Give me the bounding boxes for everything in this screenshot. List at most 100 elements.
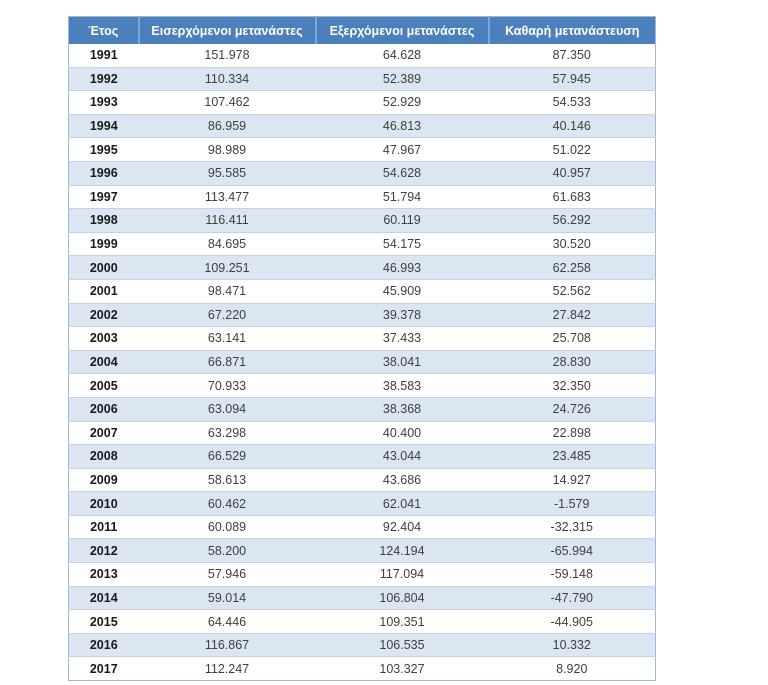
outgoing-cell: 38.368 — [315, 396, 489, 421]
incoming-cell: 63.141 — [138, 326, 316, 351]
incoming-cell: 107.462 — [138, 90, 316, 115]
incoming-cell: 66.529 — [138, 444, 316, 469]
year-cell: 1997 — [68, 184, 139, 209]
incoming-cell: 64.446 — [138, 609, 316, 634]
outgoing-cell: 62.041 — [315, 491, 489, 516]
year-cell: 2007 — [68, 420, 139, 445]
net-cell: 61.683 — [488, 184, 656, 209]
year-cell: 1996 — [68, 160, 139, 186]
incoming-cell: 63.298 — [138, 420, 316, 445]
outgoing-cell: 52.389 — [315, 66, 489, 91]
outgoing-cell: 43.686 — [315, 467, 489, 492]
incoming-cell: 95.585 — [138, 160, 316, 186]
table-row: 2005 70.933 38.583 32.350 — [68, 373, 656, 398]
year-cell: 2010 — [68, 491, 139, 516]
outgoing-cell: 106.804 — [315, 585, 489, 610]
incoming-cell: 84.695 — [138, 231, 316, 256]
incoming-cell: 113.477 — [138, 184, 316, 209]
outgoing-cell: 109.351 — [315, 609, 489, 634]
net-cell: -32.315 — [488, 514, 656, 539]
year-cell: 2004 — [68, 349, 139, 374]
incoming-cell: 109.251 — [138, 255, 316, 280]
year-cell: 2001 — [68, 278, 139, 304]
incoming-cell: 116.411 — [138, 208, 316, 233]
incoming-cell: 60.089 — [138, 514, 316, 539]
table-row: 1995 98.989 47.967 51.022 — [68, 137, 656, 162]
table-row: 2016 116.867 106.535 10.332 — [68, 632, 656, 657]
net-cell: 30.520 — [488, 231, 656, 256]
table-row: 2000 109.251 46.993 62.258 — [68, 255, 656, 280]
incoming-cell: 57.946 — [138, 562, 316, 587]
net-cell: 32.350 — [488, 373, 656, 398]
table-row: 2009 58.613 43.686 14.927 — [68, 467, 656, 492]
outgoing-cell: 52.929 — [315, 90, 489, 115]
table-row: 1993 107.462 52.929 54.533 — [68, 90, 656, 115]
year-cell: 1991 — [89, 48, 118, 63]
outgoing-cell: 117.094 — [315, 562, 489, 587]
net-cell: 57.945 — [488, 66, 656, 91]
incoming-cell: 58.613 — [138, 467, 316, 492]
table-row: 1991 151.978 64.628 87.350 — [69, 44, 656, 67]
net-cell: 56.292 — [488, 208, 656, 233]
year-cell: 1994 — [68, 113, 139, 138]
year-cell: 2002 — [68, 302, 139, 327]
incoming-cell: 151.978 — [204, 48, 250, 63]
year-cell: 2012 — [68, 538, 139, 563]
outgoing-cell: 103.327 — [315, 656, 489, 681]
incoming-cell: 67.220 — [138, 302, 316, 327]
net-cell: -1.579 — [488, 491, 656, 516]
incoming-cell: 98.989 — [138, 137, 316, 162]
incoming-cell: 112.247 — [138, 656, 316, 681]
net-cell: 27.842 — [488, 302, 656, 327]
net-cell: 28.830 — [488, 349, 656, 374]
net-cell: 22.898 — [488, 420, 656, 445]
outgoing-cell: 64.628 — [382, 48, 422, 63]
net-cell: 54.533 — [488, 90, 656, 115]
outgoing-cell: 46.993 — [315, 255, 489, 280]
table-row: 2004 66.871 38.041 28.830 — [68, 349, 656, 374]
outgoing-cell: 60.119 — [315, 208, 489, 233]
outgoing-cell: 54.175 — [315, 231, 489, 256]
outgoing-cell: 54.628 — [315, 160, 489, 186]
net-cell: 40.957 — [488, 160, 656, 186]
outgoing-cell: 43.044 — [315, 444, 489, 469]
year-cell: 2014 — [68, 585, 139, 610]
outgoing-cell: 38.041 — [315, 349, 489, 374]
year-cell: 2008 — [68, 444, 139, 469]
column-header-net: Καθαρή μετανάστευση — [487, 16, 656, 44]
outgoing-cell: 92.404 — [315, 514, 489, 539]
incoming-cell: 116.867 — [138, 632, 316, 657]
net-cell: 51.022 — [488, 137, 656, 162]
table-row: 2017 112.247 103.327 8.920 — [68, 656, 656, 681]
table-row: 2002 67.220 39.378 27.842 — [68, 302, 656, 327]
net-cell: -44.905 — [488, 609, 656, 634]
net-cell: -59.148 — [488, 562, 656, 587]
outgoing-cell: 40.400 — [315, 420, 489, 445]
net-cell: 8.920 — [488, 656, 656, 681]
incoming-cell: 66.871 — [138, 349, 316, 374]
outgoing-cell: 45.909 — [315, 278, 489, 304]
net-cell: 52.562 — [488, 278, 656, 304]
net-cell: 40.146 — [488, 113, 656, 138]
header-row: Έτος Εισερχόμενοι μετανάστες Εξερχόμενοι μ… — [68, 16, 656, 44]
net-cell: 10.332 — [488, 632, 656, 657]
year-cell: 1998 — [68, 208, 139, 233]
year-cell: 2017 — [68, 656, 139, 681]
net-cell: 23.485 — [488, 444, 656, 469]
year-cell: 2011 — [68, 514, 139, 539]
net-cell: -65.994 — [488, 538, 656, 563]
table-row: 1992 110.334 52.389 57.945 — [68, 66, 656, 91]
year-cell: 2006 — [68, 396, 139, 421]
year-cell: 2016 — [68, 632, 139, 657]
year-cell: 2009 — [68, 467, 139, 492]
incoming-cell: 110.334 — [138, 66, 316, 91]
table-row: 2014 59.014 106.804 -47.790 — [68, 585, 656, 610]
incoming-cell: 63.094 — [138, 396, 316, 421]
incoming-cell: 98.471 — [138, 278, 316, 304]
table-row: 2008 66.529 43.044 23.485 — [68, 444, 656, 469]
year-cell: 2000 — [68, 255, 139, 280]
net-cell: 87.350 — [552, 48, 591, 63]
table-row: 2006 63.094 38.368 24.726 — [68, 396, 656, 421]
column-header-incoming: Εισερχόμενοι μετανάστες — [137, 16, 316, 44]
column-header-year: Έτος — [68, 16, 139, 44]
